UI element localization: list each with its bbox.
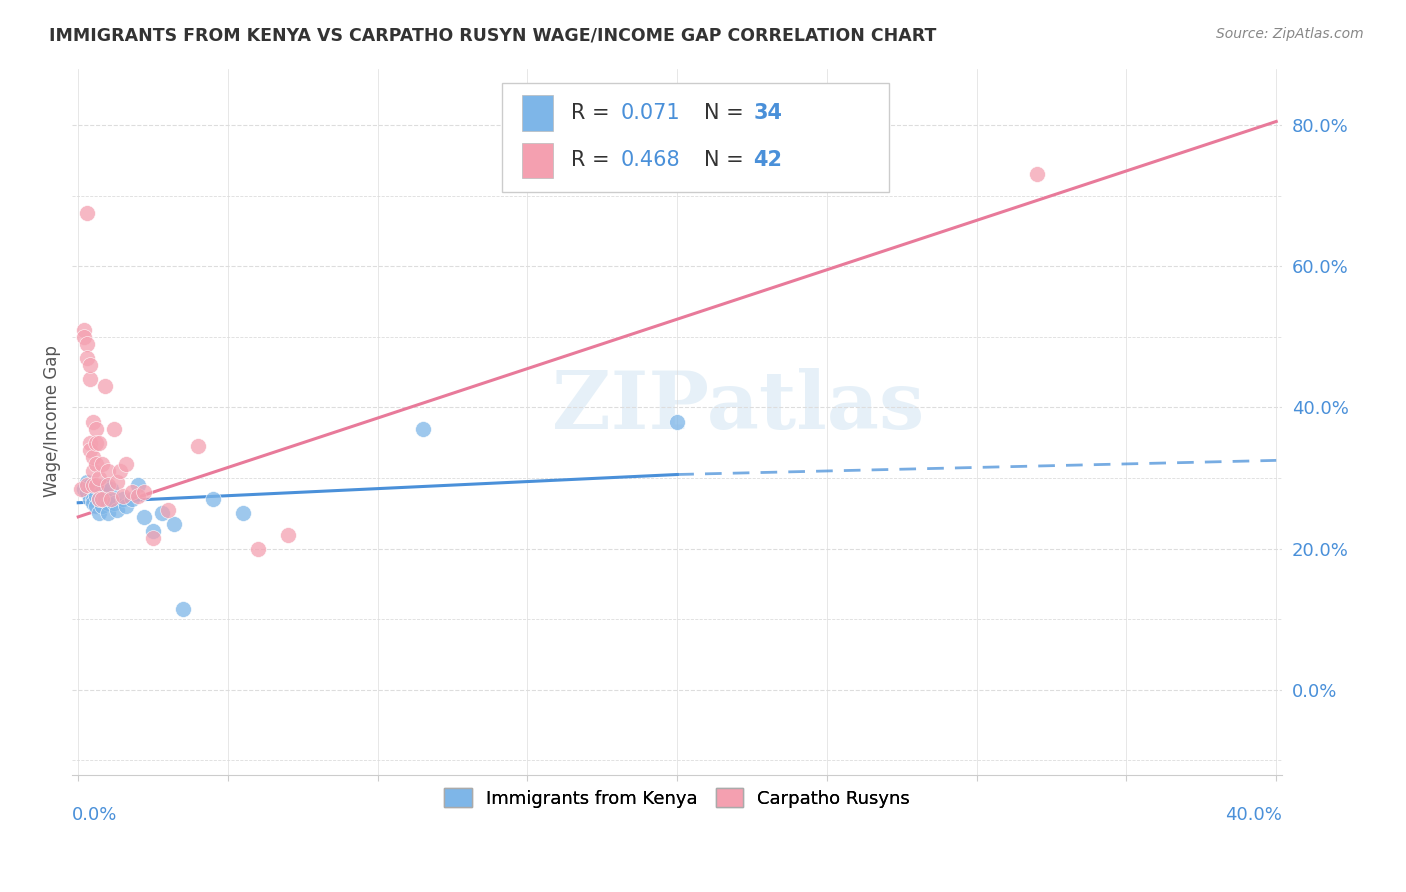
Point: [412, 422, 434, 436]
Point: [84, 422, 107, 436]
Point: [121, 485, 143, 500]
Point: [115, 500, 138, 514]
Point: [79, 358, 101, 372]
Point: [277, 527, 299, 541]
Point: [100, 492, 122, 507]
Text: Source: ZipAtlas.com: Source: ZipAtlas.com: [1216, 27, 1364, 41]
Point: [201, 492, 224, 507]
Point: [79, 372, 101, 386]
Point: [79, 442, 101, 457]
Point: [105, 503, 128, 517]
Point: [127, 489, 149, 503]
Point: [84, 478, 107, 492]
Point: [82, 482, 104, 496]
Text: R =: R =: [571, 103, 616, 123]
Point: [82, 464, 104, 478]
Text: 34: 34: [754, 103, 783, 123]
Point: [70, 482, 93, 496]
Point: [89, 471, 111, 485]
Y-axis label: Wage/Income Gap: Wage/Income Gap: [44, 345, 60, 498]
Text: R =: R =: [571, 151, 616, 170]
Point: [1025, 168, 1047, 182]
Point: [97, 506, 120, 520]
Point: [97, 496, 120, 510]
Point: [108, 464, 131, 478]
Point: [132, 485, 155, 500]
Point: [73, 482, 96, 496]
Point: [76, 351, 98, 365]
Point: [103, 422, 125, 436]
Point: [232, 506, 254, 520]
Point: [76, 206, 98, 220]
Text: 0.071: 0.071: [620, 103, 681, 123]
Point: [82, 415, 104, 429]
Point: [84, 435, 107, 450]
Point: [666, 415, 689, 429]
Point: [79, 478, 101, 492]
Point: [76, 337, 98, 351]
Point: [112, 492, 135, 507]
Point: [163, 516, 186, 531]
Point: [142, 524, 165, 538]
Text: 0.468: 0.468: [620, 151, 681, 170]
Point: [112, 489, 135, 503]
Point: [79, 492, 101, 507]
Point: [157, 503, 180, 517]
Point: [91, 457, 114, 471]
Point: [73, 323, 96, 337]
Point: [94, 478, 117, 492]
Point: [142, 531, 165, 545]
Point: [100, 482, 122, 496]
Text: 40.0%: 40.0%: [1226, 806, 1282, 824]
Bar: [523, 143, 553, 178]
Point: [76, 485, 98, 500]
Point: [132, 509, 155, 524]
Point: [91, 492, 114, 507]
Text: N =: N =: [704, 151, 751, 170]
Point: [76, 478, 98, 492]
Point: [94, 492, 117, 507]
Point: [127, 478, 149, 492]
Point: [246, 541, 269, 556]
Point: [91, 485, 114, 500]
Text: 42: 42: [754, 151, 783, 170]
Point: [89, 506, 111, 520]
Point: [115, 457, 138, 471]
Text: IMMIGRANTS FROM KENYA VS CARPATHO RUSYN WAGE/INCOME GAP CORRELATION CHART: IMMIGRANTS FROM KENYA VS CARPATHO RUSYN …: [49, 27, 936, 45]
Text: ZIPatlas: ZIPatlas: [551, 368, 924, 446]
Point: [89, 492, 111, 507]
Point: [82, 496, 104, 510]
Text: 0.0%: 0.0%: [72, 806, 118, 824]
Point: [84, 500, 107, 514]
Point: [82, 478, 104, 492]
Point: [187, 439, 209, 453]
Point: [89, 492, 111, 507]
Point: [84, 489, 107, 503]
Point: [97, 464, 120, 478]
Point: [150, 506, 173, 520]
Point: [84, 457, 107, 471]
Point: [94, 379, 117, 393]
Point: [82, 450, 104, 464]
FancyBboxPatch shape: [502, 83, 889, 192]
Point: [97, 478, 120, 492]
Point: [76, 475, 98, 489]
Point: [82, 492, 104, 507]
Point: [89, 435, 111, 450]
Text: N =: N =: [704, 103, 751, 123]
Point: [103, 496, 125, 510]
Point: [105, 475, 128, 489]
Point: [172, 601, 194, 615]
Point: [73, 330, 96, 344]
Point: [121, 492, 143, 507]
Legend: Immigrants from Kenya, Carpatho Rusyns: Immigrants from Kenya, Carpatho Rusyns: [437, 781, 917, 815]
Point: [79, 435, 101, 450]
Bar: [523, 95, 553, 130]
Point: [91, 500, 114, 514]
